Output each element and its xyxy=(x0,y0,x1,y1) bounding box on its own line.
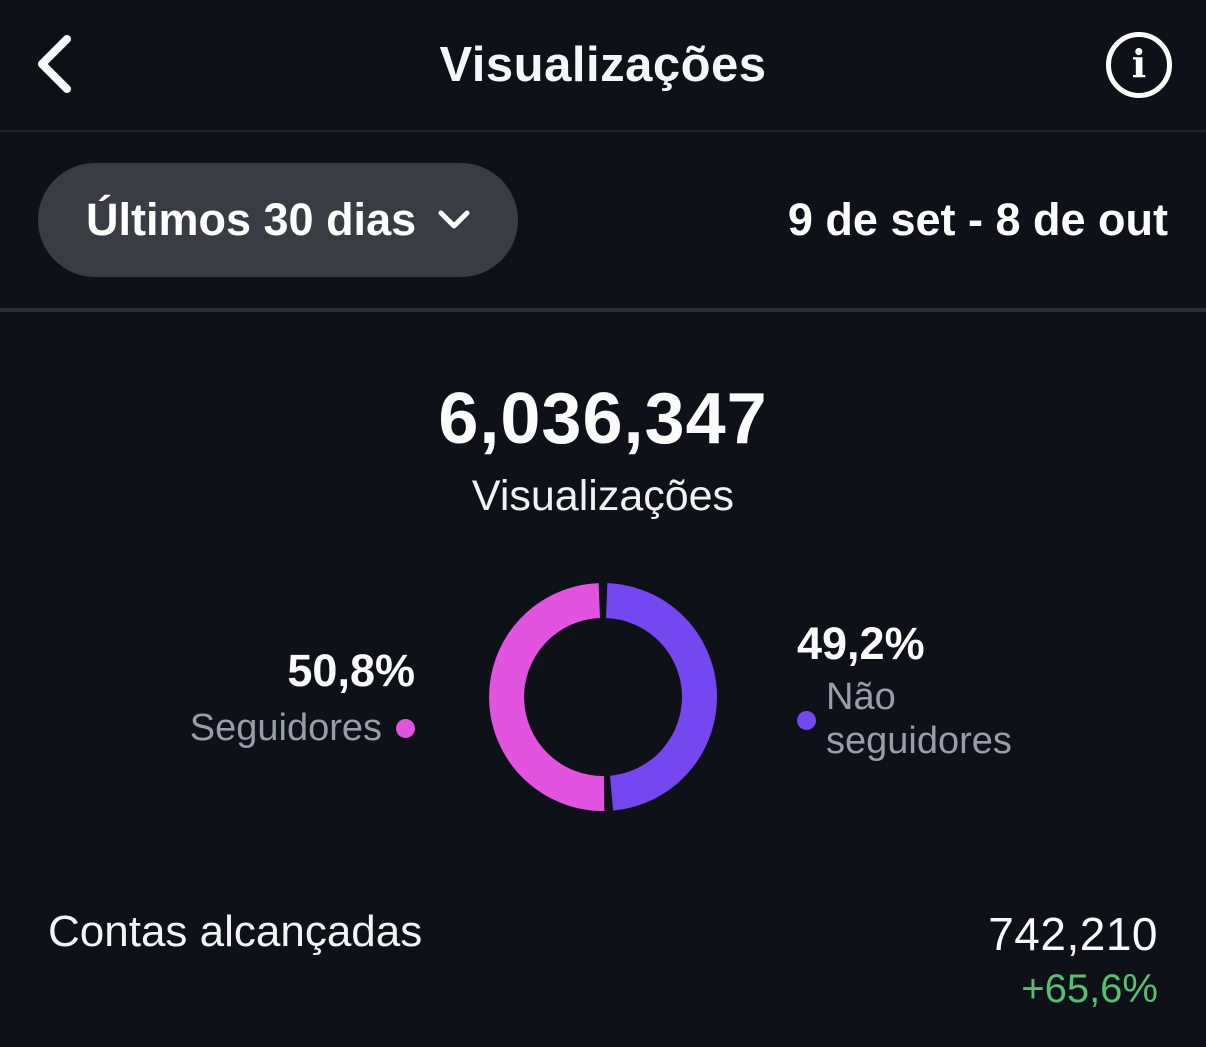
views-summary: 6,036,347 Visualizações xyxy=(0,378,1206,521)
legend-followers: 50,8% Seguidores xyxy=(93,645,483,750)
donut-chart xyxy=(483,577,723,817)
date-range-filter-label: Últimos 30 dias xyxy=(86,194,417,245)
donut-chart-svg xyxy=(489,583,717,811)
date-range-filter-button[interactable]: Últimos 30 dias xyxy=(38,163,519,277)
followers-dot-icon xyxy=(396,718,415,738)
chevron-left-icon xyxy=(34,33,74,98)
views-total-label: Visualizações xyxy=(471,472,735,520)
followers-breakdown-chart-row: 50,8% Seguidores 49,2% Não seguidores xyxy=(0,577,1206,817)
accounts-reached-delta: +65,6% xyxy=(1021,967,1158,1011)
chevron-down-icon xyxy=(438,210,470,230)
non-followers-dot-icon xyxy=(797,710,816,730)
section-divider xyxy=(0,308,1206,312)
non-followers-percentage: 49,2% xyxy=(797,618,925,670)
accounts-reached-metrics: 742,210 +65,6% xyxy=(988,907,1158,1012)
views-total-value: 6,036,347 xyxy=(438,379,768,459)
header: Visualizações i xyxy=(0,0,1206,130)
back-button[interactable] xyxy=(34,30,94,100)
info-icon: i xyxy=(1131,41,1147,86)
header-divider xyxy=(0,130,1206,132)
page-title: Visualizações xyxy=(439,38,767,92)
non-followers-label: Não seguidores xyxy=(826,676,1012,762)
legend-non-followers: 49,2% Não seguidores xyxy=(723,618,1113,763)
date-range-label: 9 de set - 8 de out xyxy=(787,194,1168,245)
followers-percentage: 50,8% xyxy=(287,644,415,696)
filter-row: Últimos 30 dias 9 de set - 8 de out xyxy=(0,132,1206,308)
accounts-reached-row[interactable]: Contas alcançadas 742,210 +65,6% xyxy=(0,907,1206,1012)
accounts-reached-label: Contas alcançadas xyxy=(48,907,423,956)
info-button[interactable]: i xyxy=(1106,32,1172,98)
accounts-reached-value: 742,210 xyxy=(988,908,1158,960)
followers-label: Seguidores xyxy=(189,706,382,749)
